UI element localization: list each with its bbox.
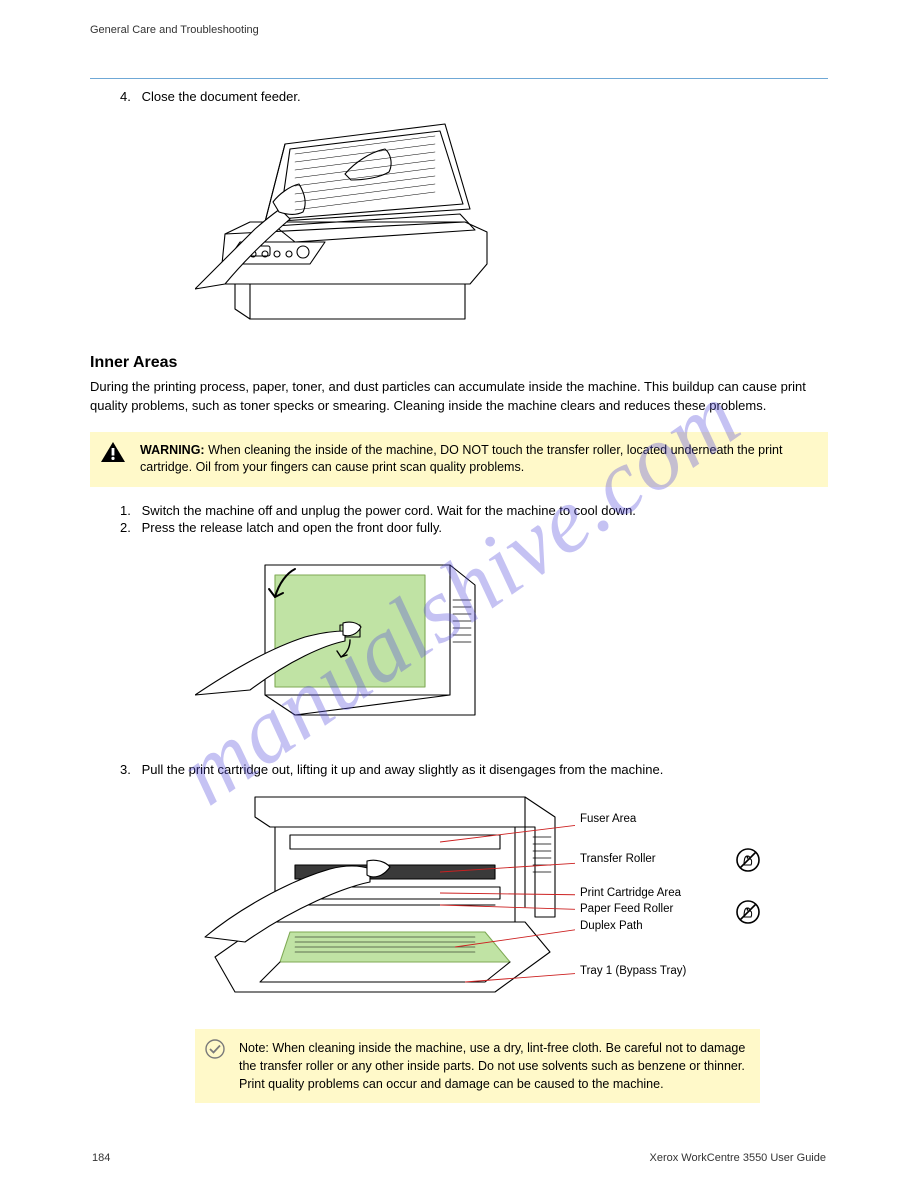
warning-body: When cleaning the inside of the machine,… xyxy=(140,443,782,475)
warning-text: WARNING: When cleaning the inside of the… xyxy=(140,443,782,475)
lbl-duplex: Duplex Path xyxy=(580,920,643,934)
step-2-text: Press the release latch and open the fro… xyxy=(142,520,442,535)
page-number: 184 xyxy=(92,1152,110,1164)
doc-title: Xerox WorkCentre 3550 User Guide xyxy=(650,1152,827,1164)
header-rule xyxy=(90,78,828,79)
lbl-feed-roller: Paper Feed Roller xyxy=(580,903,673,917)
illus-front-door xyxy=(195,545,495,750)
step-2: 2. Press the release latch and open the … xyxy=(120,520,858,535)
warning-bold: WARNING: xyxy=(140,443,205,457)
step-2-num: 2. xyxy=(120,520,138,535)
step-3: 3. Pull the print cartridge out, lifting… xyxy=(120,762,858,777)
step-1-num: 1. xyxy=(120,503,138,518)
section-title: Inner Areas xyxy=(90,354,858,372)
step-1: 1. Switch the machine off and unplug the… xyxy=(120,503,858,518)
warning-icon xyxy=(100,440,126,470)
do-not-touch-icon xyxy=(735,899,761,925)
step-4-text: Close the document feeder. xyxy=(142,89,301,104)
lbl-fuser: Fuser Area xyxy=(580,813,636,827)
note-box: Note: When cleaning inside the machine, … xyxy=(195,1029,760,1103)
lbl-cartridge-area: Print Cartridge Area xyxy=(580,887,681,901)
step-3-text: Pull the print cartridge out, lifting it… xyxy=(142,762,664,777)
step-1-text: Switch the machine off and unplug the po… xyxy=(142,503,636,518)
header-left: General Care and Troubleshooting xyxy=(90,24,259,36)
illus-interior: Fuser Area Transfer Roller Print Cartrid… xyxy=(195,787,770,1017)
check-icon xyxy=(205,1039,225,1064)
note-text: Note: When cleaning inside the machine, … xyxy=(239,1041,745,1091)
step-4-num: 4. xyxy=(120,89,138,104)
step-3-num: 3. xyxy=(120,762,138,777)
section-para: During the printing process, paper, tone… xyxy=(90,378,828,416)
lbl-transfer-roller: Transfer Roller xyxy=(580,853,656,867)
warning-box: WARNING: When cleaning the inside of the… xyxy=(90,432,828,487)
page-footer: 184 Xerox WorkCentre 3550 User Guide xyxy=(0,1152,918,1164)
step-4: 4. Close the document feeder. xyxy=(120,89,858,104)
lbl-bypass: Tray 1 (Bypass Tray) xyxy=(580,965,686,979)
illus-document-feeder xyxy=(195,114,495,324)
do-not-touch-icon xyxy=(735,847,761,873)
